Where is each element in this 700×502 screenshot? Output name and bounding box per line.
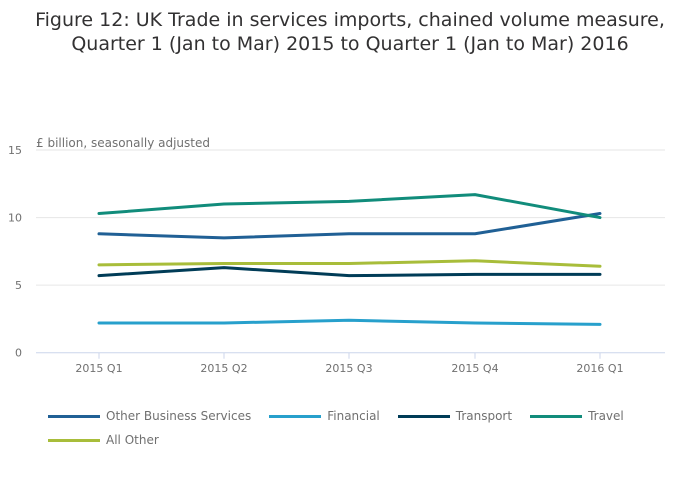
legend-item[interactable]: All Other [48,430,159,450]
x-tick-label: 2015 Q2 [200,362,247,375]
legend-item[interactable]: Other Business Services [48,406,251,426]
y-tick-label: 10 [8,212,22,225]
legend-swatch [48,414,100,418]
legend-item[interactable]: Financial [269,406,380,426]
series-line-financial [97,318,602,326]
x-tick-label: 2015 Q3 [325,362,372,375]
legend-label: Transport [455,409,513,423]
x-tick-label: 2016 Q1 [576,362,623,375]
y-axis-label: £ billion, seasonally adjusted [36,136,210,150]
legend-item[interactable]: Transport [397,406,513,426]
legend: Other Business Services Financial Transpor… [48,406,688,450]
y-tick-label: 0 [15,347,22,360]
x-tick-label: 2015 Q1 [75,362,122,375]
series-line-all-other [97,259,602,268]
x-tick-label: 2015 Q4 [451,362,498,375]
legend-swatch [530,414,583,418]
series-line-travel [97,193,602,220]
legend-swatch [397,414,450,418]
legend-swatch [269,414,322,418]
legend-swatch [48,438,100,442]
legend-label: All Other [106,433,159,447]
series-line-transport [97,266,602,278]
legend-label: Travel [588,409,624,423]
legend-label: Financial [327,409,380,423]
y-tick-label: 5 [15,279,22,292]
legend-item[interactable]: Travel [530,406,624,426]
y-tick-label: 15 [8,144,22,157]
chart-title: Figure 12: UK Trade in services imports,… [35,9,665,55]
legend-label: Other Business Services [106,409,252,423]
line-chart: 0 5 10 15 £ billion, seasonally adjusted 2015… [8,136,665,375]
